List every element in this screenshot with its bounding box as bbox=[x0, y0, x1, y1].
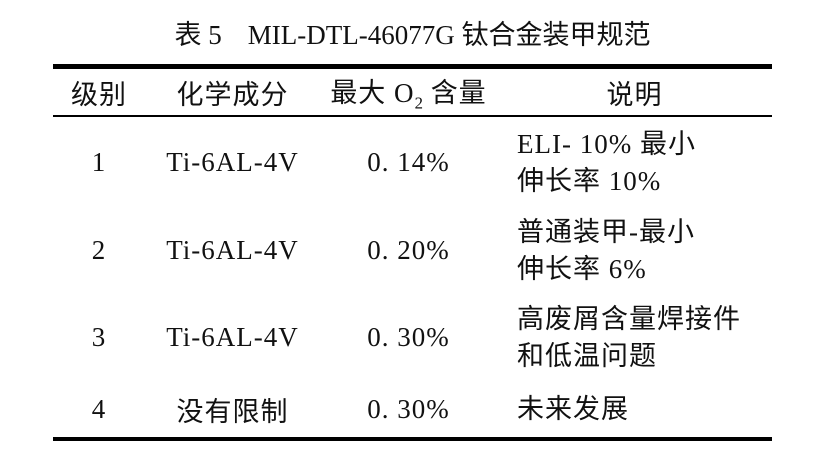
description-line: 高废屑含量焊接件 bbox=[517, 303, 741, 334]
description-line: 未来发展 bbox=[517, 394, 629, 424]
description-line: ELI- 10% 最小 bbox=[517, 128, 696, 159]
column-header-grade: 级别 bbox=[71, 79, 127, 110]
description-line: 普通装甲-最小 bbox=[517, 216, 695, 247]
column-header-description: 说明 bbox=[606, 79, 663, 110]
description-line: 和低温问题 bbox=[517, 340, 657, 371]
table-caption-title: MIL-DTL-46077G 钛合金装甲规范 bbox=[247, 20, 651, 50]
table-header-row: 级别 化学成分 最大 O2 含量 说明 bbox=[53, 69, 772, 117]
cell-max-o2: 0. 14% bbox=[367, 147, 450, 177]
table-row: 4 没有限制 0. 30% 未来发展 bbox=[53, 382, 772, 437]
cell-composition: Ti-6AL-4V bbox=[166, 322, 299, 352]
cell-grade: 4 bbox=[91, 394, 107, 424]
cell-grade: 1 bbox=[91, 147, 107, 177]
table-caption-number: 表 5 bbox=[174, 20, 222, 50]
table-caption: 表 5 MIL-DTL-46077G 钛合金装甲规范 bbox=[53, 18, 772, 52]
table-row: 2 Ti-6AL-4V 0. 20% 普通装甲-最小 伸长率 6% bbox=[53, 208, 772, 293]
table-row: 3 Ti-6AL-4V 0. 30% 高废屑含量焊接件 和低温问题 bbox=[53, 293, 772, 382]
description-line: 伸长率 10% bbox=[517, 165, 662, 196]
cell-description: 高废屑含量焊接件 和低温问题 bbox=[497, 301, 772, 375]
cell-max-o2: 0. 30% bbox=[367, 394, 450, 424]
max-o2-suffix: 含量 bbox=[422, 77, 487, 108]
column-header-max-o2: 最大 O2 含量 bbox=[320, 71, 497, 113]
spec-table: 级别 化学成分 最大 O2 含量 说明 1 Ti-6AL-4V 0. 14% E… bbox=[53, 64, 772, 441]
cell-composition: 没有限制 bbox=[176, 397, 289, 427]
cell-description: ELI- 10% 最小 伸长率 10% bbox=[497, 126, 772, 200]
description-line: 伸长率 6% bbox=[517, 253, 647, 284]
cell-grade: 3 bbox=[91, 322, 107, 352]
cell-grade: 2 bbox=[91, 235, 107, 265]
cell-max-o2: 0. 30% bbox=[367, 322, 450, 352]
cell-description: 普通装甲-最小 伸长率 6% bbox=[497, 214, 772, 288]
max-o2-subscript: 2 bbox=[414, 93, 423, 113]
cell-description: 未来发展 bbox=[497, 391, 772, 428]
max-o2-prefix: 最大 O bbox=[330, 77, 415, 108]
cell-composition: Ti-6AL-4V bbox=[166, 235, 299, 265]
table-row: 1 Ti-6AL-4V 0. 14% ELI- 10% 最小 伸长率 10% bbox=[53, 117, 772, 208]
cell-composition: Ti-6AL-4V bbox=[166, 147, 299, 177]
column-header-composition: 化学成分 bbox=[176, 79, 289, 110]
cell-max-o2: 0. 20% bbox=[367, 235, 450, 265]
